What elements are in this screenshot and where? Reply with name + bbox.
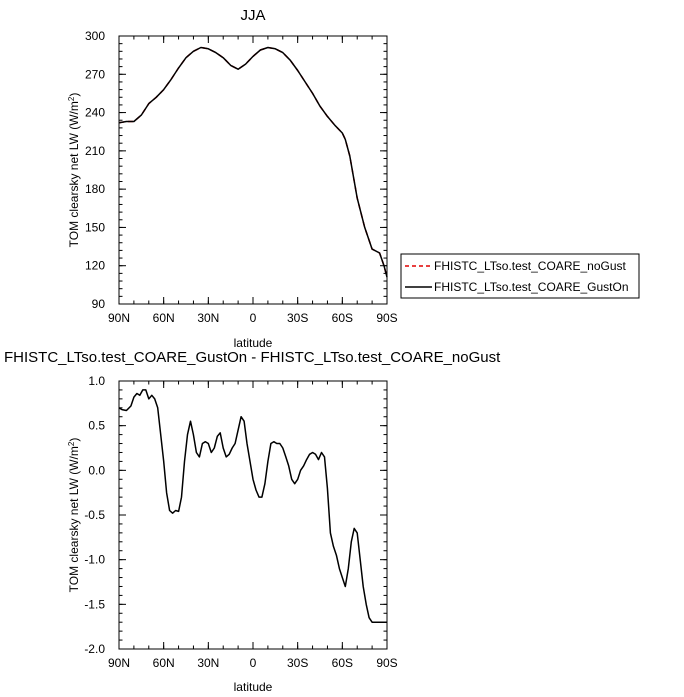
top-x-tick-label: 30S	[287, 311, 308, 325]
legend: FHISTC_LTso.test_COARE_noGust FHISTC_LTs…	[400, 253, 640, 299]
bottom-y-tick-label: -0.5	[84, 508, 105, 522]
top-series-line-0	[118, 46, 388, 278]
top-y-tick-label: 270	[85, 67, 105, 81]
legend-label-guston: FHISTC_LTso.test_COARE_GustOn	[434, 280, 629, 294]
bottom-series-group	[118, 389, 387, 623]
top-y-axis-label-sup: 2	[67, 96, 76, 101]
bottom-series-line-0	[118, 389, 387, 623]
legend-label-nogust: FHISTC_LTso.test_COARE_noGust	[434, 259, 627, 273]
bottom-y-axis-label-sup: 2	[67, 441, 76, 446]
bottom-x-tick-label: 60S	[332, 656, 353, 670]
top-y-tick-label: 120	[85, 259, 105, 273]
bottom-y-tick-label: -1.5	[84, 597, 105, 611]
legend-box	[400, 253, 640, 299]
bottom-y-tick-label: 0.5	[88, 419, 105, 433]
top-x-tick-label: 90S	[376, 311, 397, 325]
bottom-y-axis-label-end: )	[67, 438, 81, 442]
bottom-x-axis-label: latitude	[234, 680, 273, 694]
top-y-tick-label: 210	[85, 144, 105, 158]
top-y-axis-label-main: TOM clearsky net LW (W/m	[67, 101, 81, 247]
top-series-group	[118, 46, 388, 278]
top-series-line-1	[118, 46, 388, 278]
panel-bottom-chart: FHISTC_LTso.test_COARE_GustOn - FHISTC_L…	[4, 349, 501, 694]
top-plot-frame	[118, 35, 388, 305]
bottom-x-tick-label: 0	[250, 656, 257, 670]
top-y-tick-label: 300	[85, 29, 105, 43]
bottom-x-tick-label: 90S	[376, 656, 397, 670]
bottom-y-tick-label: -2.0	[84, 642, 105, 656]
top-y-tick-label: 180	[85, 182, 105, 196]
top-y-tick-label: 240	[85, 106, 105, 120]
top-y-axis-label-end: )	[67, 93, 81, 97]
top-x-tick-label: 90N	[108, 311, 130, 325]
bottom-x-tick-label: 60N	[153, 656, 175, 670]
top-y-tick-label: 90	[92, 297, 106, 311]
top-y-tick-label: 150	[85, 220, 105, 234]
bottom-y-tick-label: -1.0	[84, 553, 105, 567]
bottom-y-tick-label: 0.0	[88, 463, 105, 477]
bottom-x-tick-label: 30S	[287, 656, 308, 670]
top-x-tick-label: 60S	[332, 311, 353, 325]
bottom-x-tick-label: 30N	[197, 656, 219, 670]
top-y-axis-label: TOM clearsky net LW (W/m2)	[67, 93, 82, 248]
bottom-y-axis-label-main: TOM clearsky net LW (W/m	[67, 446, 81, 592]
bottom-ticks-group: 90N 60N 30N 0 30S 60S 90S 1.0 0.5 0.0 -0.5 -1.0 -1.5…	[84, 374, 397, 670]
top-x-tick-label: 30N	[197, 311, 219, 325]
top-ticks-group: 90N 60N 30N 0 30S 60S 90S 90 120 150 180 210 240 270 3…	[85, 29, 398, 325]
top-x-tick-label: 60N	[153, 311, 175, 325]
top-x-axis-label: latitude	[234, 336, 273, 350]
bottom-chart-title: FHISTC_LTso.test_COARE_GustOn - FHISTC_L…	[4, 349, 501, 366]
panel-top-chart: JJA 90N 60N 30N 0 30S 60S 90S 90 120 150 180 210 240…	[67, 7, 640, 350]
top-x-tick-label: 0	[250, 311, 257, 325]
top-chart-title: JJA	[240, 7, 265, 24]
bottom-y-tick-label: 1.0	[88, 374, 105, 388]
bottom-x-tick-label: 90N	[108, 656, 130, 670]
bottom-plot-frame	[118, 380, 388, 650]
bottom-y-axis-label: TOM clearsky net LW (W/m2)	[67, 438, 82, 593]
